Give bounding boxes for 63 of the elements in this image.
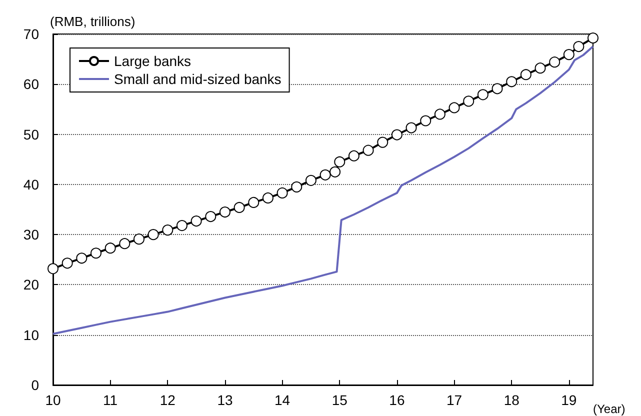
point: [588, 32, 598, 44]
point: [148, 229, 159, 240]
y-tick-label: 30: [23, 226, 40, 243]
x-tick-label: 15: [332, 392, 348, 408]
point: [104, 242, 116, 254]
point: [90, 248, 102, 259]
y-tick-label: 70: [23, 26, 40, 42]
point: [134, 234, 144, 245]
point: [492, 83, 503, 94]
x-tick-label: 14: [274, 392, 290, 408]
x-tick-label: 13: [217, 392, 233, 408]
x-tick-label: 10: [45, 392, 61, 408]
point: [262, 192, 274, 204]
point: [391, 129, 402, 140]
point: [48, 263, 58, 274]
x-tick-label: 11: [103, 392, 118, 408]
point: [348, 150, 360, 162]
point: [549, 56, 560, 68]
point: [205, 211, 216, 222]
point: [463, 96, 474, 107]
point: [305, 174, 316, 186]
point: [534, 62, 546, 74]
line-series: [52, 46, 594, 335]
y-axis-title: (RMB, trillions): [50, 14, 136, 29]
point: [162, 224, 174, 236]
point: [320, 169, 331, 180]
point: [176, 220, 188, 232]
point: [506, 76, 518, 88]
point: [362, 144, 374, 156]
y-tick-label: 50: [23, 126, 40, 142]
point: [520, 69, 532, 80]
point: [573, 41, 584, 52]
point: [291, 181, 302, 192]
point: [563, 49, 574, 60]
point: [76, 252, 88, 264]
point: [248, 196, 260, 208]
point: [330, 166, 341, 178]
point: [334, 156, 346, 168]
x-tick-label: 12: [160, 392, 176, 408]
point: [448, 102, 460, 114]
point: [377, 136, 388, 148]
point: [406, 122, 417, 134]
x-tick-label: 19: [561, 392, 577, 408]
x-tick-label: 16: [389, 392, 405, 408]
y-tick-label: 10: [23, 326, 40, 343]
x-tick-label: 18: [504, 392, 520, 408]
point: [234, 202, 245, 213]
legend-label: Small and mid-sized banks: [114, 71, 282, 87]
point: [119, 238, 130, 250]
x-tick-label: 17: [446, 392, 462, 408]
y-tick-label: 0: [31, 377, 40, 393]
legend-label: Large banks: [114, 53, 192, 69]
y-tick-label: 60: [23, 76, 40, 92]
y-tick-label: 20: [23, 276, 40, 293]
point: [420, 115, 432, 126]
point: [190, 216, 202, 227]
point: [276, 187, 288, 198]
point: [219, 206, 230, 218]
point: [477, 89, 488, 100]
x-axis-title: (Year): [593, 402, 626, 416]
y-tick-label: 40: [23, 176, 40, 192]
point: [434, 108, 446, 120]
point: [62, 258, 73, 269]
